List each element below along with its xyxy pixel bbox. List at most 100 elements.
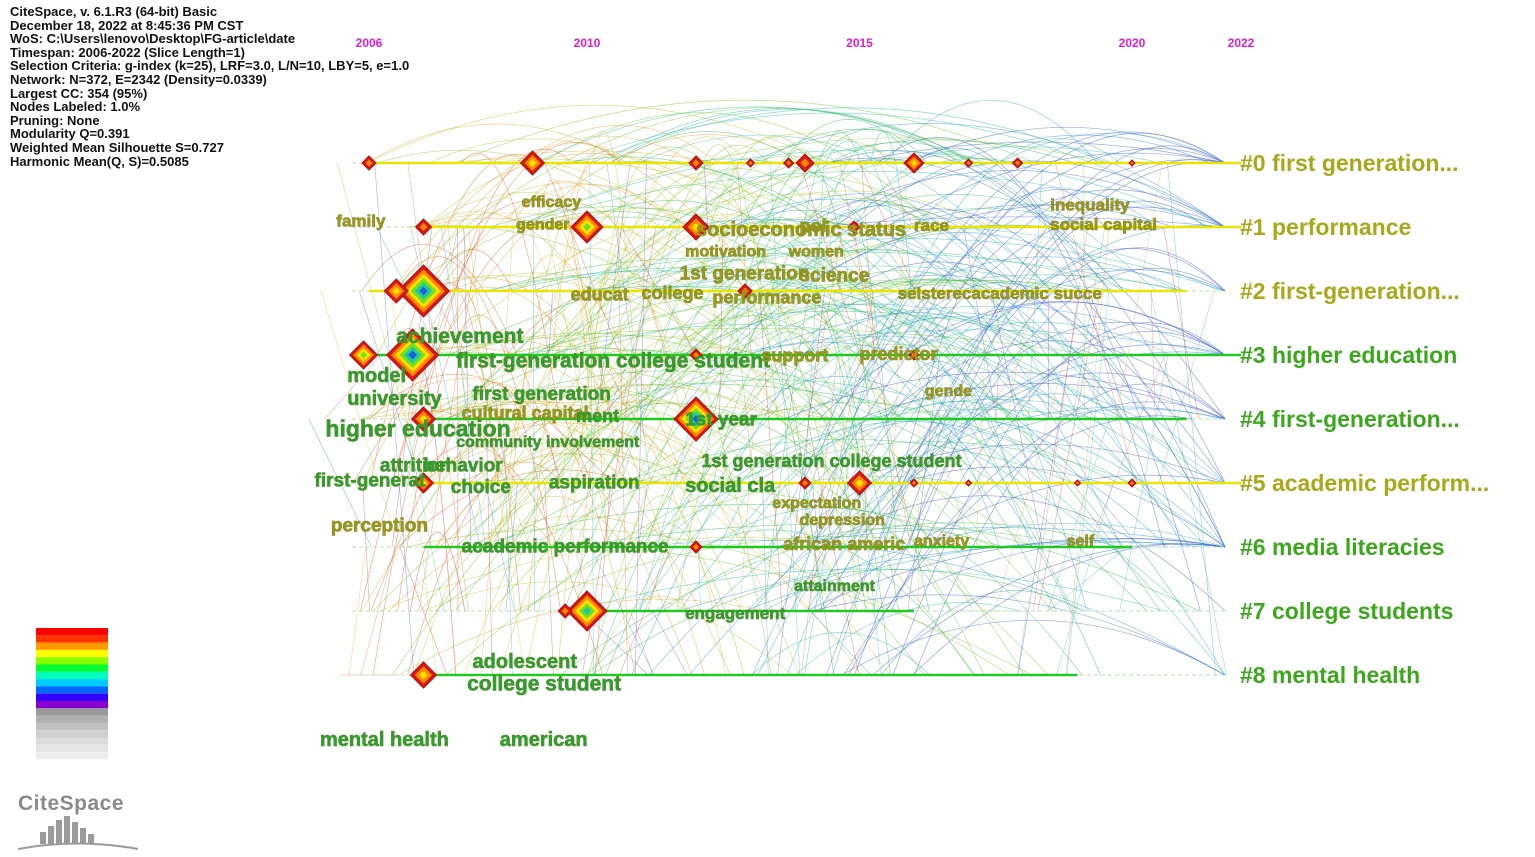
keyword-label: support xyxy=(761,345,828,365)
network-node[interactable] xyxy=(567,591,607,631)
citation-link xyxy=(905,133,1225,355)
citation-link xyxy=(810,611,871,675)
cluster-labels-layer: #0 first generation... #1 performance #2 f… xyxy=(1240,150,1489,688)
citation-link xyxy=(549,291,553,355)
cluster-label: #2 first-generation... xyxy=(1240,278,1460,304)
keyword-label: perception xyxy=(331,515,428,536)
keyword-label: social capital xyxy=(1050,215,1157,234)
keyword-label: depression xyxy=(800,512,885,529)
keyword-label: model xyxy=(347,365,406,387)
year-label: 2010 xyxy=(574,36,601,50)
citation-link xyxy=(464,227,471,547)
citespace-logo: CiteSpace xyxy=(18,792,140,857)
keyword-label: community involvement xyxy=(456,434,640,451)
keyword-label: achievement xyxy=(396,325,523,348)
keyword-label: university xyxy=(347,388,442,410)
legend-swatch xyxy=(36,752,108,759)
cluster-label: #8 mental health xyxy=(1240,662,1420,688)
cluster-label: #3 higher education xyxy=(1240,342,1457,368)
legend-swatch xyxy=(36,730,108,737)
keyword-label: self xyxy=(1067,533,1095,550)
citation-link xyxy=(1089,355,1165,547)
year-label: 2006 xyxy=(356,36,383,50)
keyword-label: first-generation college student xyxy=(456,349,770,372)
citation-link xyxy=(1048,419,1109,611)
keyword-label: attainment xyxy=(794,578,876,595)
legend-swatch xyxy=(36,738,108,745)
citation-link xyxy=(839,132,1225,419)
keyword-label: selsterecacademic succe xyxy=(898,284,1102,303)
keyword-label: 1st generation college student xyxy=(701,451,961,471)
network-node[interactable] xyxy=(416,219,432,235)
keyword-label: first generation xyxy=(473,384,611,405)
keyword-label: race xyxy=(914,216,949,235)
keyword-label: gender xyxy=(516,216,569,233)
keyword-label: anxiety xyxy=(914,533,969,550)
legend-swatch xyxy=(36,723,108,730)
year-label: 2015 xyxy=(846,36,873,50)
legend-swatch xyxy=(36,716,108,723)
keyword-label: aspiration xyxy=(549,472,640,493)
cluster-label: #6 media literacies xyxy=(1240,534,1445,560)
citation-link xyxy=(1159,291,1214,483)
citation-link xyxy=(747,123,1225,227)
citation-link xyxy=(640,419,692,611)
legend-swatch xyxy=(36,686,108,693)
keyword-label: 1st generation xyxy=(680,264,810,285)
keyword-label: american xyxy=(500,729,588,751)
keyword-label: college student xyxy=(467,673,621,696)
network-node[interactable] xyxy=(1129,160,1135,166)
keyword-label: choice xyxy=(451,477,511,498)
legend-swatch xyxy=(36,657,108,664)
legend-swatch xyxy=(36,635,108,642)
keyword-label: mental health xyxy=(320,729,449,751)
network-node[interactable] xyxy=(362,156,376,170)
keyword-label: first-generat xyxy=(315,470,427,491)
keyword-label: motivation xyxy=(685,243,766,260)
legend-swatch xyxy=(36,672,108,679)
keyword-label: engagement xyxy=(685,604,785,623)
network-node[interactable] xyxy=(558,604,572,618)
network-node[interactable] xyxy=(1013,158,1023,168)
keyword-label: 1st year xyxy=(685,410,757,431)
legend-swatch xyxy=(36,694,108,701)
legend-swatch xyxy=(36,701,108,708)
keyword-label: performance xyxy=(712,288,821,308)
legend-swatch xyxy=(36,665,108,672)
citation-link xyxy=(595,483,610,675)
keyword-label: social cla xyxy=(685,475,776,497)
keyword-label: academic performance xyxy=(462,536,669,557)
legend-swatch xyxy=(36,679,108,686)
year-label: 2020 xyxy=(1119,36,1146,50)
network-node[interactable] xyxy=(1128,479,1136,487)
keyword-label: college xyxy=(642,283,704,303)
citation-link xyxy=(1049,547,1127,611)
cluster-label: #5 academic perform... xyxy=(1240,470,1489,496)
network-node[interactable] xyxy=(384,279,408,303)
citation-link xyxy=(858,383,1224,419)
citation-link xyxy=(545,483,554,675)
legend-swatch xyxy=(36,643,108,650)
year-label: 2022 xyxy=(1228,36,1255,50)
links-layer xyxy=(309,100,1226,675)
citation-link xyxy=(1164,227,1199,419)
citation-link xyxy=(891,331,1225,611)
citation-link xyxy=(349,547,366,675)
keyword-label: african americ xyxy=(783,534,905,554)
keyword-label: behavior xyxy=(424,456,504,477)
cluster-label: #0 first generation... xyxy=(1240,150,1459,176)
cluster-label: #1 performance xyxy=(1240,214,1411,240)
keyword-label: gende xyxy=(925,383,972,400)
keyword-label: pol xyxy=(800,216,827,236)
year-color-legend xyxy=(36,628,108,759)
citation-link xyxy=(752,632,930,675)
legend-swatch xyxy=(36,628,108,635)
network-node[interactable] xyxy=(966,480,972,486)
keyword-label: family xyxy=(336,212,386,231)
year-axis: 2006 2010 2015 2020 2022 xyxy=(356,36,1255,50)
legend-swatch xyxy=(36,650,108,657)
keyword-label: efficacy xyxy=(522,194,582,211)
cluster-label: #4 first-generation... xyxy=(1240,406,1460,432)
